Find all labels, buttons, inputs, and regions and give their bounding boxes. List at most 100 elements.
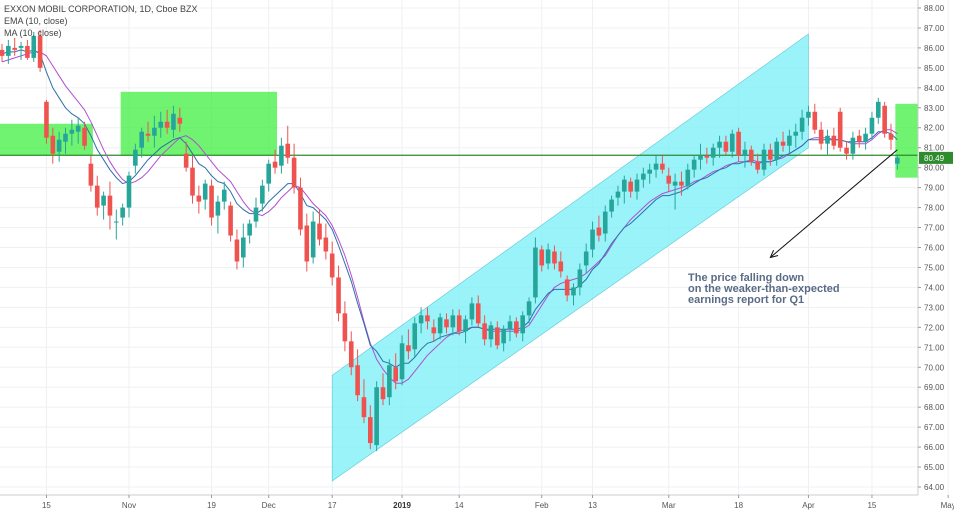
candle-body-8 bbox=[50, 135, 56, 154]
candle-78 bbox=[495, 321, 500, 350]
annotation-line-1: The price falling down bbox=[688, 272, 805, 284]
candle-70 bbox=[444, 313, 449, 334]
candle-body-83 bbox=[526, 301, 532, 316]
candle-body-31 bbox=[196, 195, 202, 202]
candle-body-29 bbox=[183, 153, 189, 168]
candle-29 bbox=[183, 141, 189, 172]
candle-body-51 bbox=[323, 237, 329, 252]
candle-body-46 bbox=[291, 157, 297, 188]
candle-129 bbox=[818, 121, 824, 150]
candle-body-55 bbox=[348, 341, 354, 368]
candle-91 bbox=[577, 263, 583, 296]
candle-body-100 bbox=[634, 179, 640, 192]
candle-body-15 bbox=[94, 185, 100, 208]
candle-body-18 bbox=[114, 221, 119, 223]
candle-121 bbox=[768, 143, 773, 166]
time-tick-label-7: Feb bbox=[535, 501, 549, 510]
candle-body-69 bbox=[437, 317, 443, 334]
candle-body-53 bbox=[336, 277, 341, 314]
candle-body-106 bbox=[672, 181, 678, 186]
candle-63 bbox=[399, 335, 405, 386]
candle-123 bbox=[780, 131, 786, 152]
candle-body-37 bbox=[234, 239, 240, 262]
candle-body-101 bbox=[641, 173, 646, 180]
candle-body-97 bbox=[615, 191, 621, 198]
candle-83 bbox=[526, 297, 532, 324]
candle-141 bbox=[895, 155, 900, 170]
candle-102 bbox=[647, 163, 652, 184]
candle-body-28 bbox=[177, 117, 183, 124]
candle-body-129 bbox=[818, 129, 824, 144]
time-tick-label-11: Apr bbox=[802, 501, 815, 510]
candle-body-128 bbox=[812, 111, 818, 130]
candle-body-138 bbox=[876, 101, 881, 118]
candle-body-99 bbox=[628, 181, 633, 192]
candle-96 bbox=[609, 195, 614, 218]
candle-body-36 bbox=[228, 205, 233, 236]
time-tick-label-10: 18 bbox=[734, 501, 743, 510]
candle-67 bbox=[425, 307, 430, 330]
candle-22 bbox=[139, 127, 144, 158]
candle-14 bbox=[88, 155, 94, 192]
candle-134 bbox=[850, 131, 856, 160]
candle-71 bbox=[450, 309, 456, 336]
candle-34 bbox=[215, 195, 221, 234]
candle-body-64 bbox=[406, 345, 411, 352]
price-tick-label-8: 72.00 bbox=[924, 323, 945, 332]
price-tick-label-10: 74.00 bbox=[924, 283, 945, 292]
candle-body-56 bbox=[355, 365, 360, 396]
candle-118 bbox=[749, 145, 754, 166]
candle-body-78 bbox=[495, 327, 500, 346]
candle-17 bbox=[107, 181, 113, 230]
candle-body-123 bbox=[780, 141, 786, 146]
price-tick-label-20: 84.00 bbox=[924, 84, 945, 93]
candle-body-139 bbox=[882, 105, 887, 134]
time-axis[interactable]: 15 Nov 19 Dec 17 2019 14 Feb 13 Mar 18 Apr 15 May bbox=[0, 494, 954, 510]
candle-body-119 bbox=[755, 161, 760, 170]
candle-16 bbox=[101, 191, 106, 220]
price-tick-label-0: 64.00 bbox=[924, 483, 945, 492]
candle-64 bbox=[406, 329, 411, 360]
candle-103 bbox=[653, 155, 659, 178]
candle-7 bbox=[44, 99, 49, 144]
candle-body-120 bbox=[761, 149, 767, 170]
candle-body-41 bbox=[260, 185, 265, 204]
candle-42 bbox=[266, 159, 271, 192]
candle-125 bbox=[793, 123, 799, 148]
candle-body-67 bbox=[425, 315, 430, 322]
candle-99 bbox=[628, 177, 633, 198]
price-tick-label-13: 77.00 bbox=[924, 224, 945, 233]
candle-93 bbox=[590, 221, 595, 258]
candle-body-125 bbox=[793, 131, 799, 136]
ma-line bbox=[1, 51, 898, 384]
price-tick-label-21: 85.00 bbox=[924, 64, 945, 73]
candle-body-79 bbox=[501, 329, 506, 344]
candle-body-116 bbox=[736, 131, 741, 156]
price-tick-label-3: 67.00 bbox=[924, 423, 945, 432]
candle-body-89 bbox=[564, 279, 570, 296]
candle-body-77 bbox=[488, 325, 494, 340]
candle-56 bbox=[355, 349, 360, 402]
time-tick-label-0: 15 bbox=[42, 501, 51, 510]
candle-body-19 bbox=[120, 207, 125, 218]
price-axis[interactable]: 64.00 65.00 66.00 67.00 68.00 69.00 70.00 71.00… bbox=[917, 0, 953, 495]
candle-127 bbox=[806, 105, 811, 126]
candle-body-121 bbox=[768, 149, 773, 160]
candle-72 bbox=[456, 309, 462, 336]
candle-body-131 bbox=[831, 135, 837, 146]
candle-body-27 bbox=[171, 113, 176, 130]
candle-body-34 bbox=[215, 201, 221, 216]
candle-body-11 bbox=[69, 129, 75, 134]
candle-131 bbox=[831, 127, 837, 150]
annotation-line-3: earnings report for Q1 bbox=[688, 294, 805, 306]
candle-10 bbox=[63, 127, 68, 154]
time-tick-label-9: Mar bbox=[662, 501, 676, 510]
candle-2 bbox=[12, 37, 17, 56]
candle-73 bbox=[463, 315, 468, 344]
time-tick-label-8: 13 bbox=[588, 501, 597, 510]
candle-20 bbox=[126, 171, 132, 218]
candle-50 bbox=[317, 209, 322, 246]
candle-body-108 bbox=[685, 169, 691, 186]
candle-47 bbox=[298, 177, 303, 236]
